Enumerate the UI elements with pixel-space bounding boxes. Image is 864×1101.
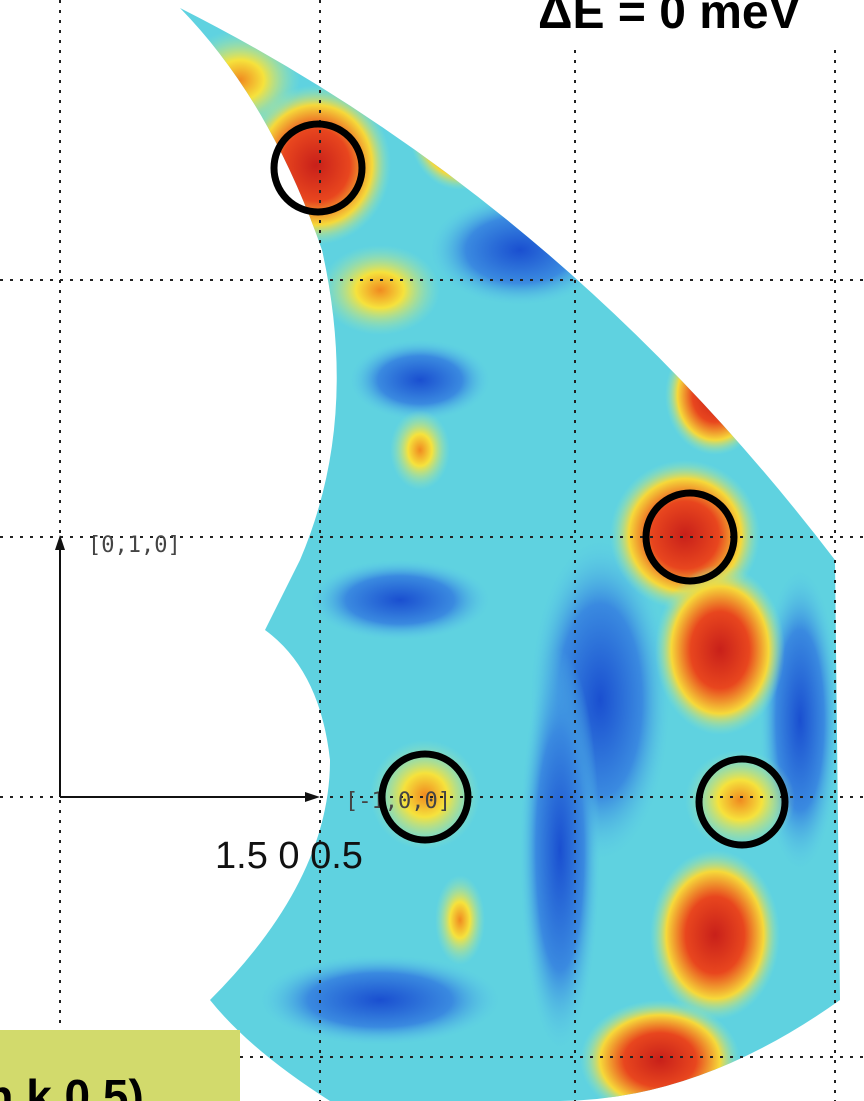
axis-label: [-1,0,0]: [345, 789, 451, 814]
axis-label: [0,1,0]: [88, 533, 181, 558]
plane-label: (h k 0.5): [0, 1070, 144, 1101]
position-label: 1.5 0 0.5: [215, 835, 363, 877]
figure: [0,1,0] [-1,0,0] 1.5 0 0.5 ΔE = 0 meV (h…: [0, 0, 864, 1101]
axes: [55, 535, 320, 802]
title: ΔE = 0 meV: [538, 0, 801, 39]
